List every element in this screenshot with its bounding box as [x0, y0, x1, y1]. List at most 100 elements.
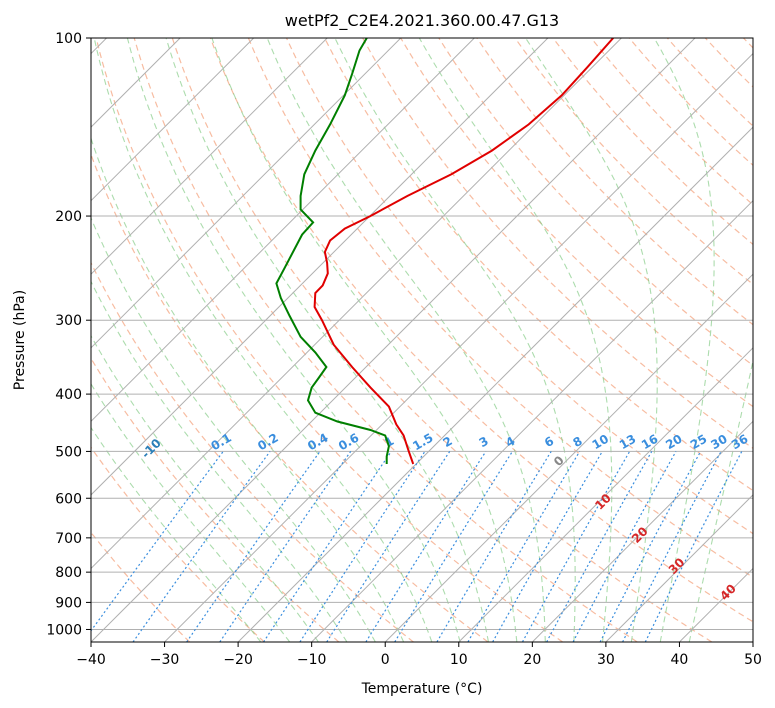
moist-adiabat-label: 30: [666, 555, 688, 577]
moist-adiabat: [91, 334, 319, 642]
moist-adiabat: [211, 38, 518, 642]
moist-adiabat: [93, 38, 433, 642]
dry-adiabat: [91, 261, 414, 642]
x-tick-label: −10: [297, 652, 327, 668]
y-tick-label: 200: [55, 209, 82, 225]
moist-adiabat: [91, 426, 262, 642]
dry-adiabat-label: -10: [139, 436, 164, 461]
x-tick-label: 40: [671, 652, 689, 668]
y-tick-label: 600: [55, 491, 82, 507]
plot-area: 0.10.20.40.611.52346810131620253036-100-…: [0, 38, 753, 642]
isotherm-gridline: [679, 567, 753, 642]
y-tick-label: 1000: [46, 622, 82, 638]
moist-adiabat: [653, 38, 715, 642]
x-tick-label: 0: [381, 652, 390, 668]
mixing-ratio-label: 6: [542, 434, 556, 450]
mixing-ratio-line: [599, 451, 702, 642]
mixing-ratio-line: [299, 451, 426, 642]
mixing-ratio-line: [622, 451, 722, 642]
y-tick-label: 900: [55, 595, 82, 611]
mixing-ratio-line: [467, 451, 581, 642]
dry-adiabat: [666, 38, 753, 127]
mixing-ratio-label: 25: [688, 432, 709, 452]
y-tick-label: 700: [55, 531, 82, 547]
dry-adiabat: [209, 38, 753, 623]
x-tick-label: 10: [450, 652, 468, 668]
dewpoint-profile-line: [275, 38, 390, 464]
mixing-ratio-label: 30: [708, 432, 729, 452]
axes: −40 −30 −20 −10 0 10 20 30 40 5010020030040050060…: [46, 31, 762, 668]
isotherm-gridline: [752, 641, 753, 642]
x-axis-label: Temperature (°C): [361, 681, 483, 697]
isotherm-gridline: [384, 273, 753, 642]
dry-adiabat: [95, 38, 563, 642]
mixing-ratio-label: 13: [617, 432, 638, 452]
moist-adiabat: [525, 38, 658, 642]
mixing-ratio-line: [219, 451, 352, 642]
dry-adiabat: [91, 531, 191, 642]
moist-adiabat: [91, 216, 376, 642]
dry-adiabat-label: -20: [55, 401, 80, 426]
dry-adiabat: [552, 38, 753, 246]
y-tick-label: 400: [55, 387, 82, 403]
x-tick-label: −20: [223, 652, 253, 668]
mixing-ratio-line: [572, 451, 677, 642]
mixing-ratio-label: 8: [571, 434, 585, 450]
dry-adiabat: [91, 446, 265, 642]
y-tick-label: 500: [55, 444, 82, 460]
dry-adiabat: [704, 38, 753, 88]
mixing-ratio-label: 0.4: [305, 431, 330, 454]
y-tick-label: 300: [55, 313, 82, 329]
dry-adiabat: [324, 38, 753, 492]
isotherm-gridline: [164, 52, 753, 642]
isotherm-gridline: [531, 420, 753, 642]
moist-adiabat: [126, 38, 461, 642]
dry-adiabat: [742, 38, 753, 49]
moist-adiabat: [91, 382, 291, 642]
dry-adiabat: [171, 38, 713, 642]
mixing-ratio-label: 16: [639, 432, 660, 452]
mixing-ratio-label: 36: [729, 432, 750, 452]
moist-adiabat: [418, 38, 613, 642]
mixing-ratio-line: [365, 451, 487, 642]
mixing-ratio-line: [326, 451, 451, 642]
moist-adiabat-label: 0: [551, 453, 567, 469]
mixing-ratio-label: 0.1: [208, 431, 233, 454]
mixing-ratio-label: 2: [441, 434, 455, 450]
x-tick-label: 50: [744, 652, 762, 668]
mixing-ratio-line: [644, 451, 743, 642]
chart-title: wetPf2_C2E4.2021.360.00.47.G13: [285, 11, 559, 31]
dry-adiabat: [91, 152, 489, 642]
isotherm-gridline: [91, 38, 696, 642]
x-tick-label: −30: [150, 652, 180, 668]
moist-adiabat: [688, 358, 753, 642]
x-tick-label: 20: [523, 652, 541, 668]
mixing-ratio-line: [263, 451, 392, 642]
y-tick-label: 100: [55, 31, 82, 47]
isotherm-gridline: [91, 38, 549, 496]
mixing-ratio-line: [186, 451, 321, 642]
mixing-ratio-line: [132, 451, 271, 642]
dry-adiabat-label: -30: [0, 361, 1, 386]
moist-adiabat-label: 10: [592, 491, 614, 513]
dry-adiabat: [438, 38, 753, 367]
y-axis-label: Pressure (hPa): [12, 290, 28, 390]
isotherm-gridline: [605, 494, 753, 642]
temperature-profile-line: [313, 38, 614, 465]
isotherm-gridline: [91, 38, 255, 202]
isotherm-gridline: [91, 38, 402, 349]
mixing-ratio-line: [436, 451, 552, 642]
x-tick-label: 30: [597, 652, 615, 668]
moist-adiabat: [165, 38, 490, 642]
mixing-ratio-line: [91, 451, 224, 632]
mixing-ratio-line: [546, 451, 653, 642]
moist-adiabat: [91, 136, 405, 642]
mixing-ratio-label: 0.6: [336, 431, 361, 454]
moist-adiabat-label: 40: [717, 581, 739, 603]
moist-adiabat: [266, 38, 546, 642]
isotherm-gridline: [311, 199, 753, 642]
dry-adiabat: [514, 38, 753, 286]
dry-adiabat: [590, 38, 753, 206]
isotherm-gridline: [458, 347, 753, 642]
